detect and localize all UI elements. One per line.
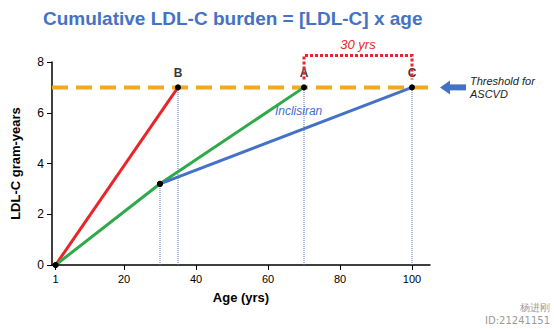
svg-text:Threshold for: Threshold for [470,75,536,87]
svg-text:Cumulative LDL-C burden = [LDL: Cumulative LDL-C burden = [LDL-C] x age [43,8,423,29]
svg-text:30 yrs: 30 yrs [340,37,376,52]
svg-text:80: 80 [334,273,346,285]
svg-text:Inclisiran: Inclisiran [275,104,323,118]
svg-text:60: 60 [262,273,274,285]
svg-text:100: 100 [403,273,421,285]
svg-text:1: 1 [53,273,59,285]
svg-text:0: 0 [37,258,44,272]
svg-text:LDL-C gram-years: LDL-C gram-years [8,107,23,220]
svg-text:6: 6 [37,106,44,120]
svg-text:40: 40 [190,273,202,285]
svg-text:Age (yrs): Age (yrs) [213,290,269,305]
svg-text:ID:21241151: ID:21241151 [485,315,550,326]
svg-text:杨进刚: 杨进刚 [519,302,550,313]
svg-text:B: B [174,66,183,80]
svg-text:ASCVD: ASCVD [469,88,508,100]
svg-text:4: 4 [37,157,44,171]
svg-text:C: C [407,66,417,81]
svg-text:20: 20 [118,273,130,285]
svg-text:2: 2 [37,207,44,221]
svg-text:8: 8 [37,55,44,69]
svg-text:A: A [299,66,309,81]
